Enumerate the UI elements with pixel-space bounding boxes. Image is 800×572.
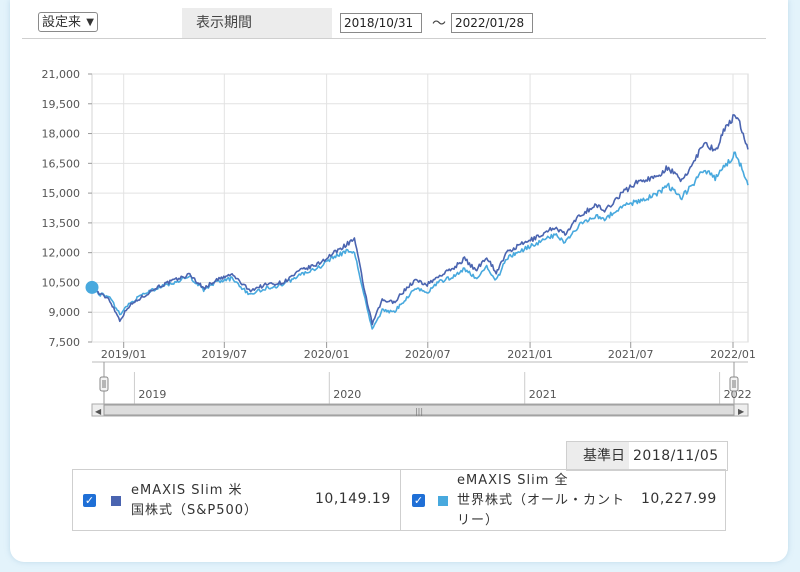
fund-1-name: eMAXIS Slim 米 国株式（S&P500） (131, 481, 258, 521)
x-tick-label: 2019/07 (201, 348, 247, 361)
x-tick-label: 2019/01 (101, 348, 147, 361)
navigator-tick-label: 2021 (529, 388, 557, 401)
fund-2-value: 10,227.99 (641, 491, 717, 507)
scrollbar-grip-icon: ||| (415, 407, 423, 416)
y-axis: 21,000 19,500 18,000 16,500 15,000 13,500 12,0… (42, 68, 92, 349)
fund-1-value: 10,149.19 (315, 491, 391, 507)
x-tick-label: 2022/01 (710, 348, 756, 361)
fund-1-name-line-2: 国株式（S&P500） (131, 503, 259, 518)
scrollbar-thumb (103, 404, 735, 416)
handle-grip (99, 376, 109, 392)
scroll-right-icon: ▶ (738, 407, 745, 416)
x-tick-label: 2021/01 (507, 348, 553, 361)
y-tick-label: 21,000 (42, 68, 81, 81)
chart-panel (10, 0, 788, 562)
end-date-input[interactable] (451, 13, 533, 33)
period-label: 表示期間 (182, 8, 332, 38)
range-end-handle[interactable] (729, 376, 739, 392)
chart-grid (91, 73, 749, 343)
range-start-handle[interactable] (99, 376, 109, 392)
navigator-tick-label: 2020 (333, 388, 361, 401)
base-date-value: 2018/11/05 (633, 448, 719, 464)
series-line-1 (91, 114, 749, 326)
y-tick-label: 15,000 (42, 187, 81, 200)
fund-2-name: eMAXIS Slim 全 世界株式（オール・カント リー） (457, 471, 625, 531)
fund-1-color-swatch (111, 496, 121, 506)
x-tick-label: 2021/07 (608, 348, 654, 361)
chevron-down-icon: ▼ (86, 17, 94, 28)
start-date-input[interactable] (340, 13, 422, 33)
y-tick-label: 16,500 (42, 157, 81, 170)
y-tick-label: 7,500 (49, 336, 81, 349)
range-navigator[interactable]: 2019 2020 2021 2022 ◀ ▶ ||| (91, 361, 752, 417)
fund-2-color-swatch (438, 496, 448, 506)
y-tick-label: 9,000 (49, 306, 81, 319)
base-date-label: 基準日 (567, 442, 629, 470)
fund-2-name-line-3: リー） (457, 513, 500, 528)
fund-1-checkbox[interactable]: ✓ (83, 494, 96, 507)
y-tick-label: 18,000 (42, 128, 81, 141)
x-axis: 2019/01 2019/07 2020/01 2020/07 2021/01 2021/… (101, 342, 756, 361)
period-toolbar: 設定来 ▼ 表示期間 〜 (22, 8, 766, 39)
legend-divider (400, 470, 401, 530)
range-preset-select[interactable]: 設定来 ▼ (38, 12, 98, 32)
fund-2-name-line-1: eMAXIS Slim 全 (457, 473, 569, 488)
y-tick-label: 12,000 (42, 247, 81, 260)
x-tick-label: 2020/07 (405, 348, 451, 361)
y-tick-label: 10,500 (42, 276, 81, 289)
navigator-scrollbar[interactable]: ◀ ▶ ||| (91, 403, 749, 417)
navigator-area (92, 362, 748, 404)
fund-2-checkbox[interactable]: ✓ (412, 494, 425, 507)
y-tick-label: 13,500 (42, 217, 81, 230)
navigator-tick-label: 2022 (724, 388, 752, 401)
base-date-box: 基準日 2018/11/05 (566, 441, 728, 471)
handle-grip (729, 376, 739, 392)
fund-2-name-line-2: 世界株式（オール・カント (457, 493, 626, 508)
scroll-left-icon: ◀ (95, 407, 102, 416)
navigator-tick-label: 2019 (138, 388, 166, 401)
start-point-marker (85, 280, 99, 294)
fund-legend: ✓ eMAXIS Slim 米 国株式（S&P500） 10,149.19 ✓ … (72, 469, 726, 531)
chart-series (85, 114, 749, 330)
price-chart: 21,000 19,500 18,000 16,500 15,000 13,500 12,0… (42, 68, 756, 417)
fund-1-name-line-1: eMAXIS Slim 米 (131, 483, 243, 498)
x-tick-label: 2020/01 (304, 348, 350, 361)
date-range-separator: 〜 (432, 16, 446, 32)
plot-area (91, 73, 749, 343)
y-tick-label: 19,500 (42, 98, 81, 111)
range-preset-value: 設定来 (42, 15, 82, 30)
